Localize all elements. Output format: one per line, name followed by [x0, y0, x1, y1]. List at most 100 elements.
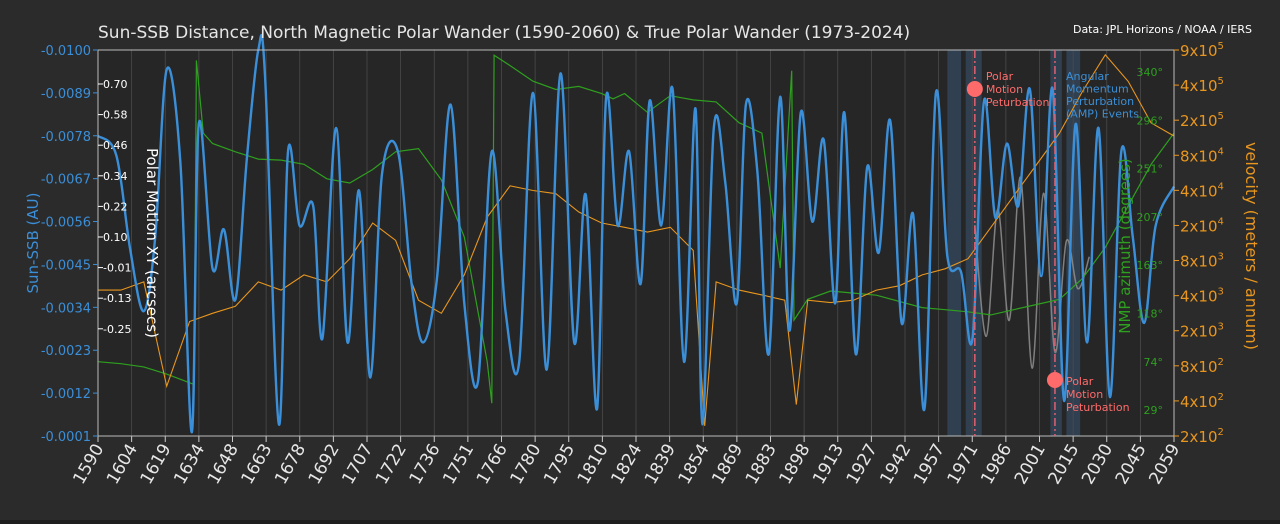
series-nmp-azimuth-line [97, 54, 1175, 404]
x-tick-label: 1957 [910, 441, 949, 488]
x-tick-label: 2015 [1045, 441, 1084, 488]
y-velocity-tick-label: 4x103 [1180, 287, 1224, 306]
tick-exponent: 5 [1218, 111, 1224, 122]
chart-title: Sun-SSB Distance, North Magnetic Polar W… [98, 23, 910, 43]
perturbation-label: Polar [1066, 375, 1094, 388]
y-polar-tick-label: -0.25 [103, 323, 131, 336]
perturbation-label: Peturbation [1066, 401, 1130, 414]
amp-events-label: (AMP) Events [1066, 108, 1139, 121]
amp-events-label: Angular [1066, 70, 1109, 83]
x-tick-label: 1971 [944, 441, 983, 488]
y-left-tick-label: -0.0034 [41, 301, 91, 316]
x-tick-label: 1751 [439, 441, 478, 488]
x-tick-label: 1722 [372, 441, 411, 488]
y-polar-tick-label: -0.13 [103, 292, 131, 305]
x-tick-label: 1795 [540, 441, 579, 488]
tick-exponent: 4 [1218, 146, 1224, 157]
y-left-tick-label: -0.0045 [41, 258, 91, 273]
tick-exponent: 5 [1218, 76, 1224, 87]
y-left-label: Sun-SSB (AU) [24, 193, 42, 294]
amp-events-label: Perturbation [1066, 95, 1134, 108]
x-tick-label: 1634 [170, 441, 209, 488]
y-left-tick-label: -0.0023 [41, 344, 91, 359]
perturbation-label: Motion [986, 83, 1023, 96]
x-tick-label: 1780 [507, 441, 546, 488]
y-polar-tick-label: 0.46 [103, 139, 128, 152]
x-tick-label: 1927 [843, 441, 882, 488]
y-azimuth-tick-label: 207° [1137, 211, 1164, 224]
x-tick-label: 1883 [742, 441, 781, 488]
y-polar-tick-label: 0.58 [103, 109, 128, 122]
x-tick-label: 2045 [1112, 441, 1151, 488]
perturbation-label: Polar [986, 70, 1014, 83]
x-tick-label: 1854 [675, 441, 714, 488]
y-azimuth-label: NMP azimuth (degrees) [1116, 158, 1134, 334]
y-velocity-tick-label: 2x104 [1180, 216, 1224, 235]
perturbation-dot [1046, 372, 1063, 388]
perturbation-dot [966, 81, 983, 97]
x-tick-label: 1604 [103, 441, 142, 488]
x-tick-label: 1810 [574, 441, 613, 488]
tick-exponent: 5 [1218, 41, 1224, 52]
x-tick-label: 1590 [69, 441, 108, 488]
x-tick-label: 1986 [977, 441, 1016, 488]
tick-exponent: 3 [1218, 252, 1224, 263]
tick-exponent: 2 [1218, 427, 1224, 438]
tick-exponent: 3 [1218, 287, 1224, 298]
y-left-tick-label: -0.0078 [41, 130, 91, 145]
perturbation-label: Motion [1066, 388, 1103, 401]
y-left-tick-label: -0.0012 [41, 387, 91, 402]
tick-exponent: 4 [1218, 216, 1224, 227]
series-sun-ssb-line [97, 33, 1176, 434]
y-azimuth-tick-label: 340° [1137, 66, 1164, 79]
y-polar-tick-label: 0.10 [103, 231, 128, 244]
tick-exponent: 4 [1218, 181, 1224, 192]
x-tick-label: 2059 [1145, 441, 1184, 488]
y-velocity-tick-label: 4x104 [1180, 181, 1224, 200]
y-azimuth-tick-label: 74° [1144, 356, 1164, 369]
y-polar-tick-label: -0.01 [103, 262, 131, 275]
chart-source: Data: JPL Horizons / NOAA / IERS [1073, 23, 1252, 36]
y-polar-tick-label: 0.34 [103, 170, 128, 183]
amp-events-label: Momentum [1066, 83, 1129, 96]
y-azimuth-tick-label: 251° [1137, 163, 1164, 176]
y-velocity-tick-label: 8x102 [1180, 357, 1224, 376]
x-tick-label: 1619 [137, 441, 176, 488]
x-tick-label: 1707 [338, 441, 377, 488]
x-tick-label: 1869 [708, 441, 747, 488]
x-tick-label: 2001 [1011, 441, 1050, 488]
y-azimuth-tick-label: 29° [1144, 404, 1164, 417]
amp-band [1050, 50, 1062, 436]
x-tick-label: 1913 [809, 441, 848, 488]
y-left-tick-label: -0.0100 [41, 44, 91, 59]
x-tick-label: 1648 [204, 441, 243, 488]
x-tick-label: 1663 [238, 441, 277, 488]
x-tick-label: 1898 [776, 441, 815, 488]
y-velocity-tick-label: 4x105 [1180, 76, 1224, 95]
series-polar-motion-line [974, 176, 1091, 369]
y-azimuth-tick-label: 296° [1137, 114, 1164, 127]
x-tick-label: 1692 [305, 441, 344, 488]
y-velocity-tick-label: 9x105 [1180, 41, 1224, 60]
y-left-tick-label: -0.0089 [41, 87, 91, 102]
y-polar-tick-label: 0.22 [103, 200, 128, 213]
plot-frame [97, 49, 1175, 437]
y-velocity-label: velocity (meters / annum) [1242, 142, 1261, 350]
y-left-tick-label: -0.0056 [41, 216, 91, 231]
tick-exponent: 2 [1218, 392, 1224, 403]
amp-band [947, 50, 962, 436]
perturbation-label: Peturbation [986, 96, 1050, 109]
y-velocity-tick-label: 8x104 [1180, 146, 1224, 165]
tick-exponent: 3 [1218, 322, 1224, 333]
y-velocity-tick-label: 8x103 [1180, 252, 1224, 271]
y-velocity-tick-label: 2x103 [1180, 322, 1224, 341]
x-tick-label: 1736 [406, 441, 445, 488]
y-velocity-tick-label: 2x102 [1180, 427, 1224, 446]
y-left-tick-label: -0.0001 [41, 430, 91, 445]
y-azimuth-tick-label: 118° [1137, 308, 1164, 321]
y-left-tick-label: -0.0067 [41, 173, 91, 188]
tick-exponent: 2 [1218, 357, 1224, 368]
x-tick-label: 1839 [641, 441, 680, 488]
